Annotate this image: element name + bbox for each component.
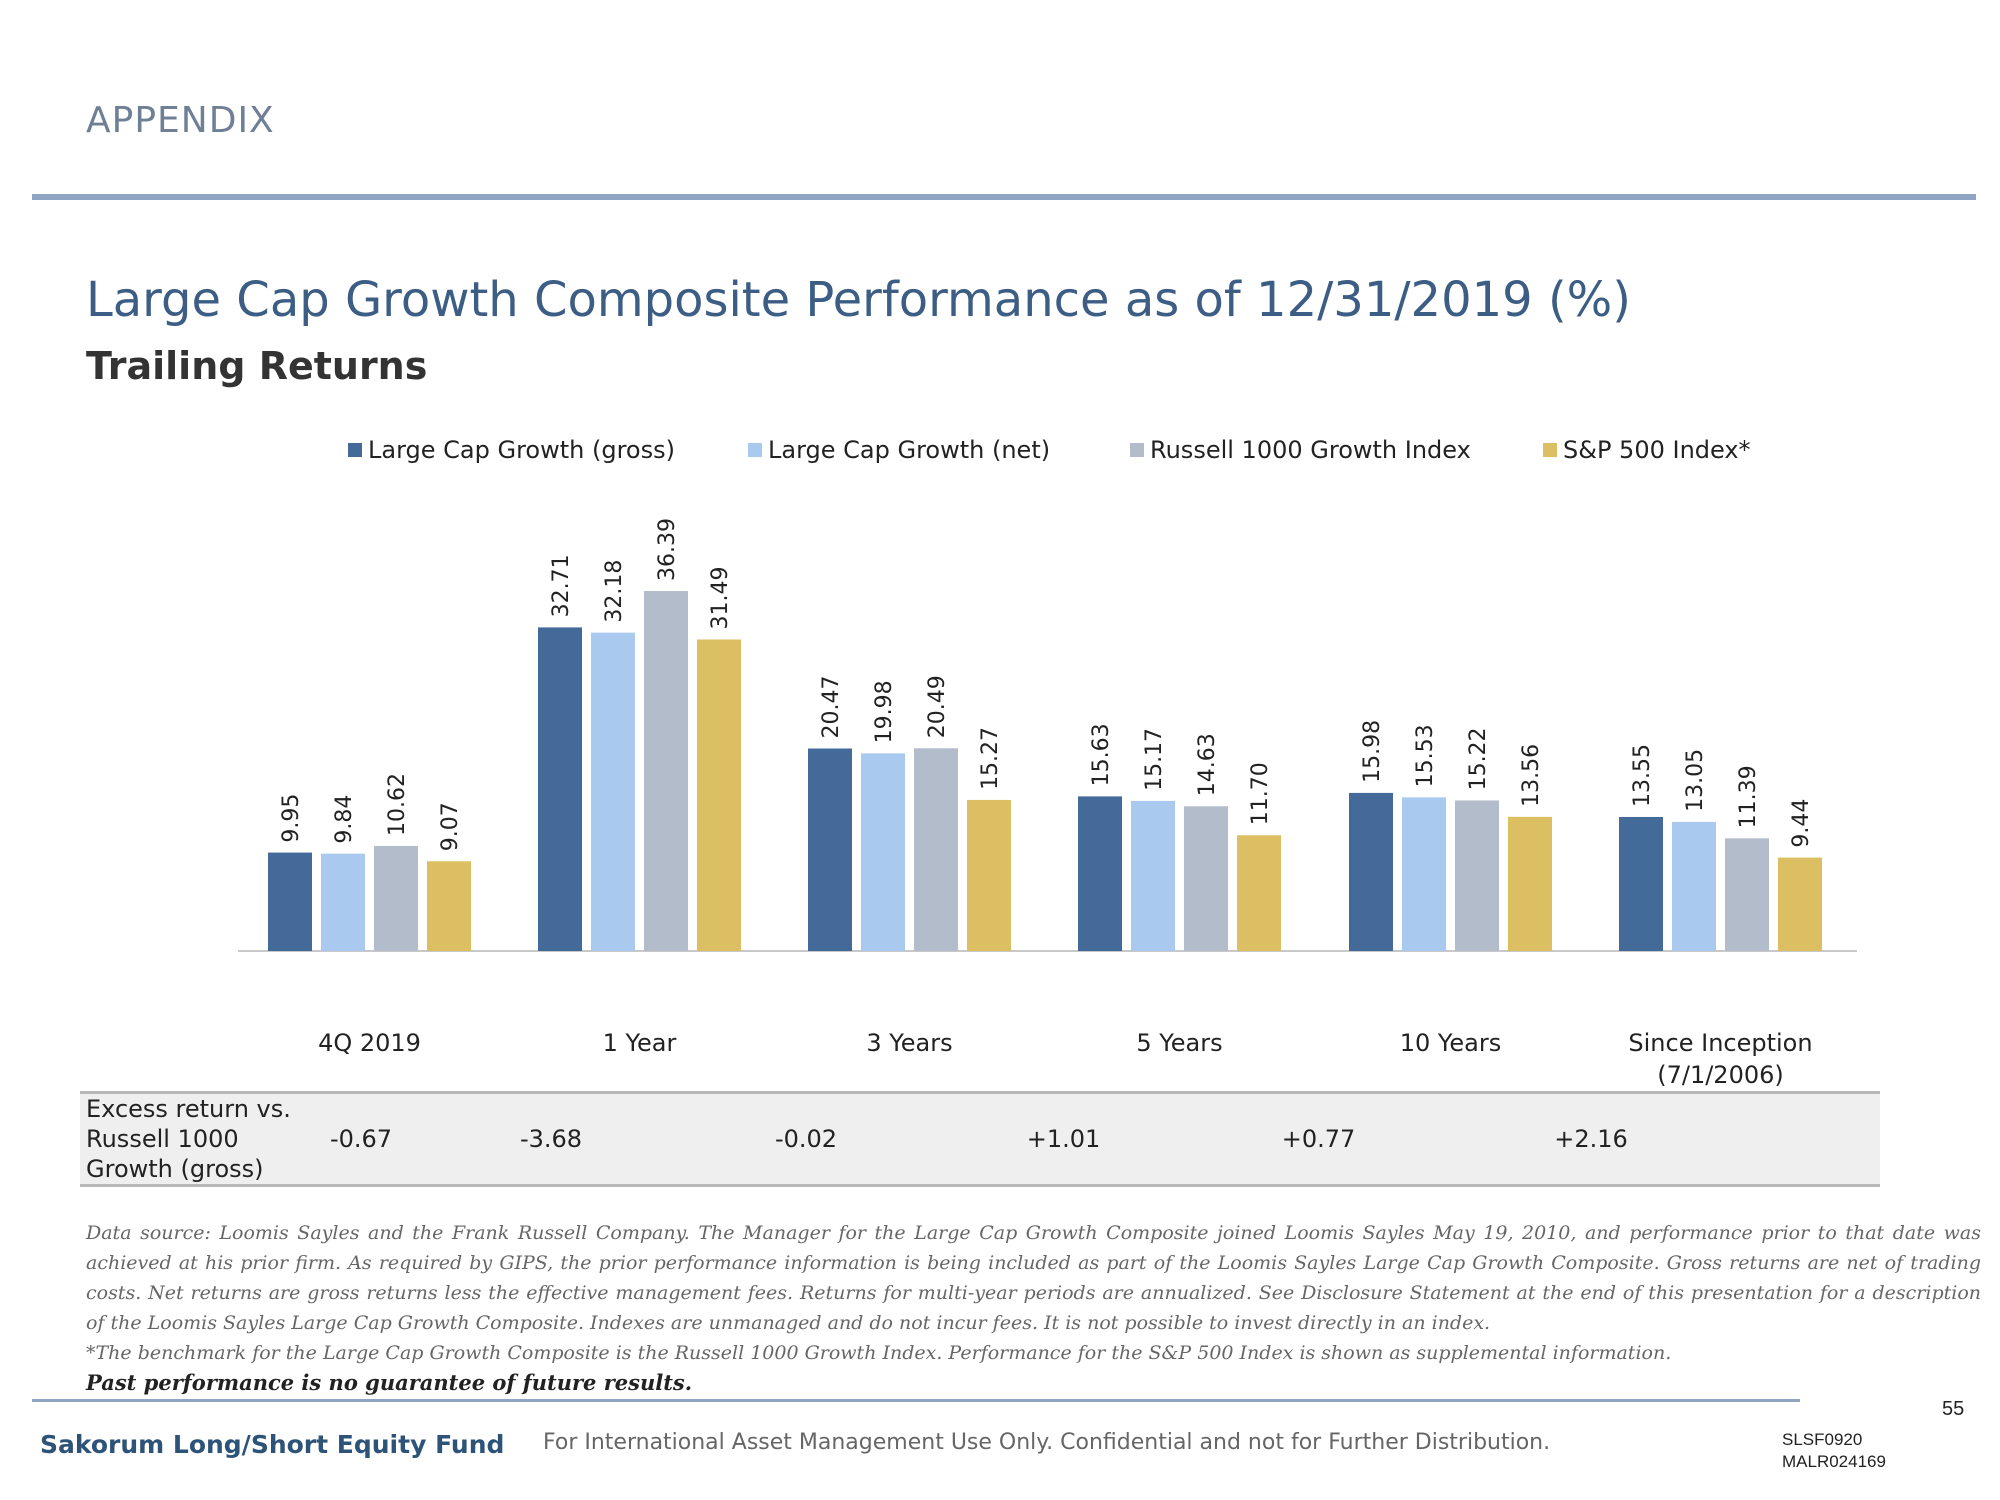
confidentiality-notice: For International Asset Management Use O… — [543, 1430, 1551, 1455]
excess-value-10-years: +0.77 — [1281, 1125, 1356, 1153]
data-source-note: Data source: Loomis Sayles and the Frank… — [86, 1222, 1981, 1334]
value-label-sp500-2: 15.27 — [978, 727, 1003, 790]
fund-name: Sakorum Long/Short Equity Fund — [40, 1430, 505, 1459]
excess-value-since-inception: +2.16 — [1554, 1125, 1628, 1153]
excess-return-label: Excess return vs. Russell 1000 Growth (g… — [86, 1095, 291, 1183]
legend-swatch-russell — [1130, 443, 1144, 457]
top-divider — [32, 194, 1976, 200]
category-label-2: 3 Years — [866, 1029, 953, 1057]
value-label-net-0: 9.84 — [332, 795, 357, 844]
legend-item-gross: Large Cap Growth (gross) — [348, 436, 675, 464]
value-label-sp500-4: 13.56 — [1519, 744, 1544, 807]
bar-gross-2 — [808, 748, 852, 951]
bar-net-5 — [1672, 821, 1716, 951]
legend-label-gross: Large Cap Growth (gross) — [368, 436, 675, 464]
benchmark-note: *The benchmark for the Large Cap Growth … — [86, 1342, 1672, 1364]
value-label-russell-4: 15.22 — [1466, 727, 1491, 790]
value-label-sp500-3: 11.70 — [1248, 762, 1273, 825]
page-number: 55 — [1942, 1398, 1965, 1420]
bar-sp500-1 — [697, 639, 741, 951]
page-subtitle: Trailing Returns — [86, 344, 428, 388]
legend-label-net: Large Cap Growth (net) — [768, 436, 1051, 464]
bar-sp500-2 — [967, 799, 1011, 951]
legend-item-russell: Russell 1000 Growth Index — [1130, 436, 1471, 464]
category-label-4: 10 Years — [1399, 1029, 1502, 1057]
bar-russell-0 — [374, 845, 418, 951]
bar-net-1 — [591, 632, 635, 951]
page-title: Large Cap Growth Composite Performance a… — [86, 272, 1631, 328]
document-code-2: MALR024169 — [1782, 1452, 1886, 1471]
value-label-russell-2: 20.49 — [925, 675, 950, 738]
excess-value-5-years: +1.01 — [1026, 1125, 1101, 1153]
bar-russell-1 — [644, 591, 688, 951]
value-label-russell-1: 36.39 — [655, 518, 680, 581]
section-label: APPENDIX — [86, 100, 275, 141]
value-label-gross-3: 15.63 — [1089, 723, 1114, 786]
bar-gross-3 — [1078, 796, 1122, 951]
bar-sp500-0 — [427, 861, 471, 951]
value-label-sp500-5: 9.44 — [1789, 799, 1814, 848]
value-label-net-3: 15.17 — [1142, 728, 1167, 791]
excess-spacer — [1736, 1093, 1880, 1186]
bar-gross-1 — [538, 627, 582, 951]
legend-item-net: Large Cap Growth (net) — [748, 436, 1050, 464]
value-label-gross-2: 20.47 — [819, 676, 844, 739]
bar-sp500-5 — [1778, 857, 1822, 951]
past-performance-disclaimer: Past performance is no guarantee of futu… — [86, 1370, 693, 1395]
legend-swatch-sp500 — [1543, 443, 1557, 457]
value-label-gross-1: 32.71 — [549, 554, 574, 617]
bar-russell-3 — [1184, 806, 1228, 951]
excess-return-row: Excess return vs. Russell 1000 Growth (g… — [80, 1092, 1880, 1186]
bar-russell-4 — [1455, 800, 1499, 951]
category-label-0: 4Q 2019 — [318, 1029, 421, 1057]
bar-sp500-4 — [1508, 816, 1552, 951]
bar-net-0 — [321, 853, 365, 951]
value-label-russell-3: 14.63 — [1195, 733, 1220, 796]
excess-value-3-years: -0.02 — [774, 1125, 838, 1153]
value-label-russell-0: 10.62 — [385, 773, 410, 836]
value-label-net-4: 15.53 — [1413, 724, 1438, 787]
bar-net-4 — [1402, 797, 1446, 951]
bar-gross-0 — [268, 852, 312, 951]
value-label-sp500-0: 9.07 — [438, 802, 463, 851]
value-label-net-5: 13.05 — [1683, 749, 1708, 812]
category-label-5: Since Inception (7/1/2006) — [1628, 1029, 1813, 1089]
legend-label-russell: Russell 1000 Growth Index — [1150, 436, 1471, 464]
excess-value-1-year: -3.68 — [519, 1125, 583, 1153]
value-label-sp500-1: 31.49 — [708, 566, 733, 629]
legend-swatch-net — [748, 443, 762, 457]
bar-russell-2 — [914, 748, 958, 951]
bar-sp500-3 — [1237, 835, 1281, 951]
value-label-net-1: 32.18 — [602, 560, 627, 623]
legend-swatch-gross — [348, 443, 362, 457]
excess-return-table: Excess return vs. Russell 1000 Growth (g… — [80, 1091, 1880, 1187]
bar-chart: 9.95 32.71 20.47 15.63 15.98 13.55 9.84 32.18 19… — [238, 518, 1857, 952]
category-label-3: 5 Years — [1136, 1029, 1223, 1057]
bar-gross-5 — [1619, 816, 1663, 951]
footnotes: Data source: Loomis Sayles and the Frank… — [86, 1218, 1981, 1368]
legend-label-sp500: S&P 500 Index* — [1563, 436, 1751, 464]
value-label-gross-0: 9.95 — [279, 794, 304, 843]
value-label-gross-5: 13.55 — [1630, 744, 1655, 807]
value-label-gross-4: 15.98 — [1360, 720, 1385, 783]
bar-net-2 — [861, 753, 905, 951]
bottom-divider — [32, 1399, 1800, 1402]
category-label-1: 1 Year — [602, 1029, 677, 1057]
bar-gross-4 — [1349, 792, 1393, 951]
document-code-1: SLSF0920 — [1782, 1430, 1863, 1449]
legend-item-sp500: S&P 500 Index* — [1543, 436, 1751, 464]
value-label-russell-5: 11.39 — [1736, 765, 1761, 828]
bar-net-3 — [1131, 800, 1175, 951]
value-label-net-2: 19.98 — [872, 680, 897, 743]
bar-russell-5 — [1725, 838, 1769, 951]
excess-value-4q-2019: -0.67 — [329, 1125, 393, 1153]
